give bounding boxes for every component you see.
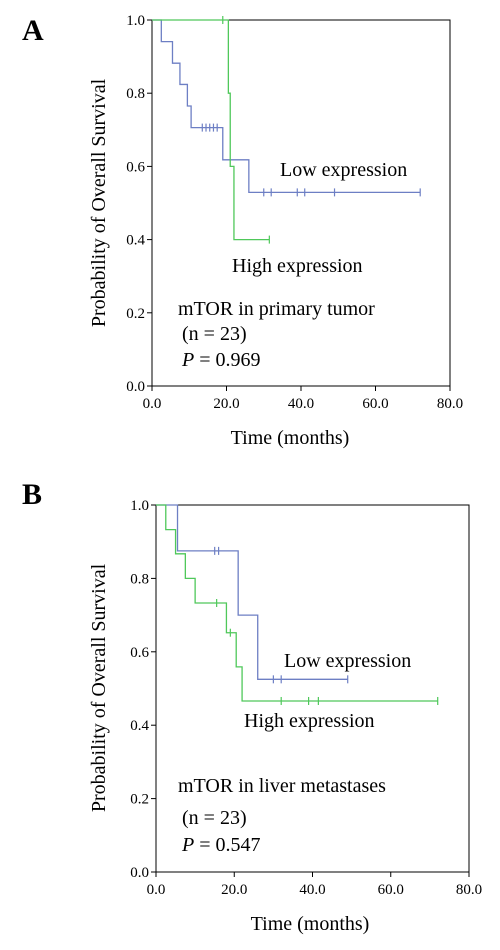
panel-b-low-expression-label: Low expression xyxy=(284,650,411,672)
panel-b-y-axis-label: Probability of Overall Survival xyxy=(88,563,110,812)
panel-b-p-symbol: P xyxy=(181,834,194,856)
panel-a-test-description: mTOR in primary tumor xyxy=(178,298,375,320)
panel-a-p-number: = 0.969 xyxy=(194,349,260,371)
panel-b-series xyxy=(156,504,439,705)
panel-b-x-axis-label: Time (months) xyxy=(251,913,370,935)
panel-b-series-high-expression-line xyxy=(156,504,438,702)
panel-a: A 0.0 20.0 40.0 60.0 80.00.00.20.40.60.81.0 … xyxy=(22,13,463,449)
panel-a-x-tick-label: 0.0 xyxy=(143,396,162,412)
panel-b-y-tick-label: 0.2 xyxy=(130,792,149,808)
panel-b-x-tick-label: 80.0 xyxy=(456,882,482,898)
panel-b-ticks: 0.0 20.0 40.0 60.0 80.0 0.0 0.2 0.4 0.6 0.8 1.0 xyxy=(130,498,482,898)
panel-a-y-tick-label: 0.0 xyxy=(126,379,145,395)
panel-b-p-number: = 0.547 xyxy=(194,834,260,856)
panel-b-x-tick-label: 40.0 xyxy=(299,882,325,898)
panel-a-x-tick-label: 40.0 xyxy=(288,396,314,412)
panel-b-series-low-expression-line xyxy=(156,504,348,680)
panel-b-y-tick-label: 1.0 xyxy=(130,498,149,514)
panel-a-x-tick-label: 60.0 xyxy=(362,396,388,412)
panel-b-y-tick-label: 0.8 xyxy=(130,571,149,587)
panel-a-series-high-expression-line xyxy=(152,19,270,241)
panel-b-y-tick-label: 0.0 xyxy=(130,865,149,881)
panel-a-p-value: P = 0.969 xyxy=(181,349,261,371)
panel-a-series xyxy=(152,16,421,244)
panel-b-sample-size: (n = 23) xyxy=(182,807,247,829)
panel-b-y-tick-label: 0.6 xyxy=(130,645,149,661)
panel-a-low-expression-label: Low expression xyxy=(280,159,407,181)
panel-a-sample-size: (n = 23) xyxy=(182,323,247,345)
panel-a-y-tick-label: 0.4 xyxy=(126,233,145,249)
panel-a-x-tick-label: 20.0 xyxy=(213,396,239,412)
panel-a-y-tick-label: 0.2 xyxy=(126,306,145,322)
panel-b-x-tick-label: 60.0 xyxy=(378,882,404,898)
panel-a-y-tick-label: 0.8 xyxy=(126,86,145,102)
panel-a-series-low-expression-line xyxy=(152,19,421,194)
panel-b-y-tick-label: 0.4 xyxy=(130,718,149,734)
panel-a-y-tick-label: 0.6 xyxy=(126,159,145,175)
panel-b: B 0.0 20.0 40.0 60.0 80.00.00.20.40.60.81.0 … xyxy=(22,478,482,935)
panel-a-high-expression-label: High expression xyxy=(232,255,363,277)
panel-a-p-symbol: P xyxy=(181,349,194,371)
panel-b-test-description: mTOR in liver metastases xyxy=(178,775,386,797)
panel-b-letter: B xyxy=(22,478,42,511)
panel-b-x-tick-label: 0.0 xyxy=(147,882,166,898)
panel-a-ticks: 0.0 20.0 40.0 60.0 80.0 0.0 0.2 0.4 0.6 0.8 1.0 xyxy=(126,13,463,412)
panel-a-y-tick-label: 1.0 xyxy=(126,13,145,29)
panel-b-p-value: P = 0.547 xyxy=(181,834,261,856)
panel-a-x-axis-label: Time (months) xyxy=(231,427,350,449)
panel-a-letter: A xyxy=(22,14,44,47)
panel-a-x-tick-label: 80.0 xyxy=(437,396,463,412)
panel-a-y-axis-label: Probability of Overall Survival xyxy=(88,78,110,327)
panel-b-x-tick-label: 20.0 xyxy=(221,882,247,898)
panel-b-high-expression-label: High expression xyxy=(244,710,375,732)
